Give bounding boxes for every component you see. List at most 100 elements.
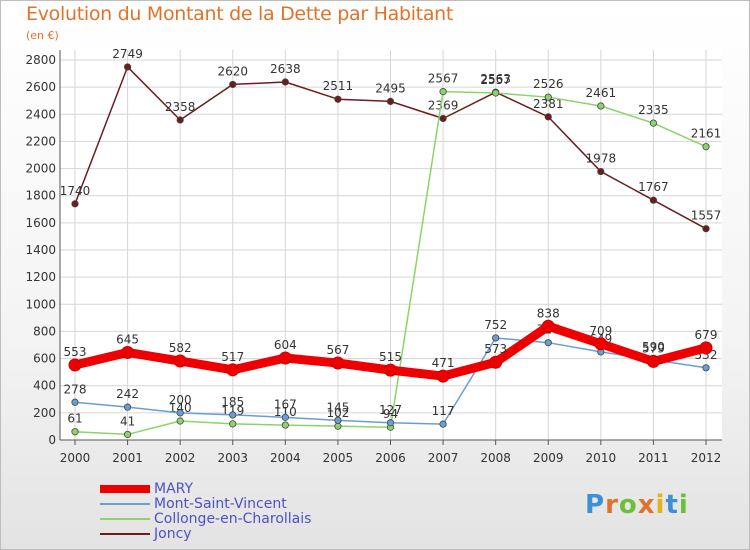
logo-letter: r: [605, 490, 619, 520]
x-tick-label: 2005: [323, 451, 354, 465]
data-label-joncy: 2511: [323, 79, 354, 93]
logo-letter: i: [678, 490, 689, 520]
data-label-joncy: 1978: [586, 152, 617, 166]
y-tick-label: 1600: [25, 216, 56, 230]
data-label-mont-saint-vincent: 752: [484, 318, 507, 332]
data-point-mont-saint-vincent: [176, 409, 184, 417]
data-point-mary: [68, 358, 82, 372]
x-tick-label: 2000: [60, 451, 91, 465]
legend-swatch-collonge: [100, 518, 150, 520]
data-label-joncy: 2381: [533, 97, 564, 111]
data-label-collonge-en-charollais: 102: [326, 406, 349, 420]
y-tick-label: 1800: [25, 189, 56, 203]
data-label-collonge-en-charollais: 94: [383, 407, 398, 421]
data-point-mary: [278, 351, 292, 365]
data-point-joncy: [386, 97, 395, 105]
data-point-mary: [646, 354, 660, 368]
data-point-mary: [699, 341, 713, 355]
data-point-joncy: [176, 116, 184, 124]
data-point-collonge-en-charollais: [229, 420, 237, 428]
data-label-collonge-en-charollais: 61: [67, 412, 82, 426]
legend-label-mary: MARY: [154, 481, 194, 497]
data-label-joncy: 1767: [638, 180, 669, 194]
x-tick-label: 2010: [586, 451, 617, 465]
data-label-mont-saint-vincent: 145: [326, 400, 349, 414]
data-label-mont-saint-vincent: 278: [64, 382, 87, 396]
y-tick-label: 1400: [25, 243, 56, 257]
data-point-joncy: [544, 113, 552, 121]
data-point-collonge-en-charollais: [176, 417, 184, 425]
data-label-mary: 838: [537, 306, 560, 320]
x-tick-label: 2007: [428, 451, 459, 465]
data-point-mont-saint-vincent: [229, 411, 237, 419]
data-point-mary: [436, 369, 450, 383]
data-point-mary: [121, 345, 135, 359]
data-point-mont-saint-vincent: [123, 403, 132, 411]
data-point-collonge-en-charollais: [492, 89, 500, 97]
data-point-mont-saint-vincent: [702, 364, 710, 372]
data-point-mary: [226, 363, 240, 377]
x-tick-label: 2003: [217, 451, 248, 465]
data-label-mary: 582: [169, 341, 192, 355]
logo-letter: P: [585, 490, 606, 520]
data-label-collonge-en-charollais: 110: [274, 405, 297, 419]
x-tick-label: 2012: [691, 451, 722, 465]
chart-subtitle: (en €): [26, 29, 59, 42]
data-point-collonge-en-charollais: [439, 88, 447, 96]
data-label-mont-saint-vincent: 117: [432, 404, 455, 418]
logo-letter: x: [637, 490, 656, 520]
y-tick-label: 2000: [25, 162, 56, 176]
proxiti-logo: Proxiti: [585, 490, 689, 520]
legend-swatch-mont-saint-vincent: [100, 503, 150, 505]
legend-swatch-mary: [100, 485, 150, 493]
data-label-joncy: 2749: [112, 47, 143, 61]
x-tick-label: 2009: [533, 451, 564, 465]
data-point-mary: [489, 355, 503, 369]
data-point-joncy: [281, 78, 289, 86]
data-point-joncy: [71, 200, 79, 208]
data-label-collonge-en-charollais: 2461: [586, 86, 617, 100]
y-tick-label: 800: [33, 324, 56, 338]
data-label-mary: 517: [221, 350, 244, 364]
legend-swatch-joncy: [100, 533, 150, 535]
x-tick-label: 2001: [112, 451, 143, 465]
data-point-mary: [331, 356, 345, 370]
data-label-collonge-en-charollais: 2335: [638, 103, 669, 117]
data-label-mary: 573: [484, 342, 507, 356]
data-point-joncy: [597, 167, 605, 176]
data-label-collonge-en-charollais: 2161: [691, 127, 722, 141]
data-point-mont-saint-vincent: [492, 334, 500, 342]
data-label-mary: 645: [116, 332, 139, 346]
data-point-collonge-en-charollais: [702, 143, 710, 151]
y-tick-label: 2200: [25, 134, 56, 148]
data-label-mont-saint-vincent: 200: [169, 393, 192, 407]
data-point-collonge-en-charollais: [71, 428, 79, 436]
data-point-mont-saint-vincent: [439, 420, 447, 428]
data-label-mont-saint-vincent: 590: [642, 340, 665, 354]
data-label-joncy: 1557: [691, 209, 722, 223]
data-point-joncy: [439, 114, 447, 123]
y-tick-label: 2600: [25, 80, 56, 94]
data-label-collonge-en-charollais: 2567: [428, 72, 459, 86]
y-tick-label: 200: [33, 406, 56, 420]
data-label-joncy: 2563: [480, 72, 511, 86]
data-point-mont-saint-vincent: [386, 419, 395, 427]
data-label-mary: 579: [642, 341, 665, 355]
data-point-mont-saint-vincent: [334, 416, 342, 424]
data-label-mary: 471: [432, 356, 455, 370]
x-tick-label: 2004: [270, 451, 301, 465]
data-label-joncy: 1740: [60, 184, 91, 198]
y-tick-label: 2800: [25, 53, 56, 67]
data-point-joncy: [123, 63, 132, 71]
data-label-mary: 553: [64, 345, 87, 359]
data-label-mary: 567: [326, 343, 349, 357]
data-label-mont-saint-vincent: 127: [379, 403, 402, 417]
data-point-mary: [384, 363, 397, 377]
data-label-mary: 709: [589, 324, 612, 338]
data-label-joncy: 2495: [375, 81, 406, 95]
y-tick-label: 1000: [25, 297, 56, 311]
data-label-mont-saint-vincent: 167: [274, 397, 297, 411]
data-label-mont-saint-vincent: 185: [221, 395, 244, 409]
y-tick-label: 2400: [25, 107, 56, 121]
data-point-mary: [173, 354, 187, 368]
